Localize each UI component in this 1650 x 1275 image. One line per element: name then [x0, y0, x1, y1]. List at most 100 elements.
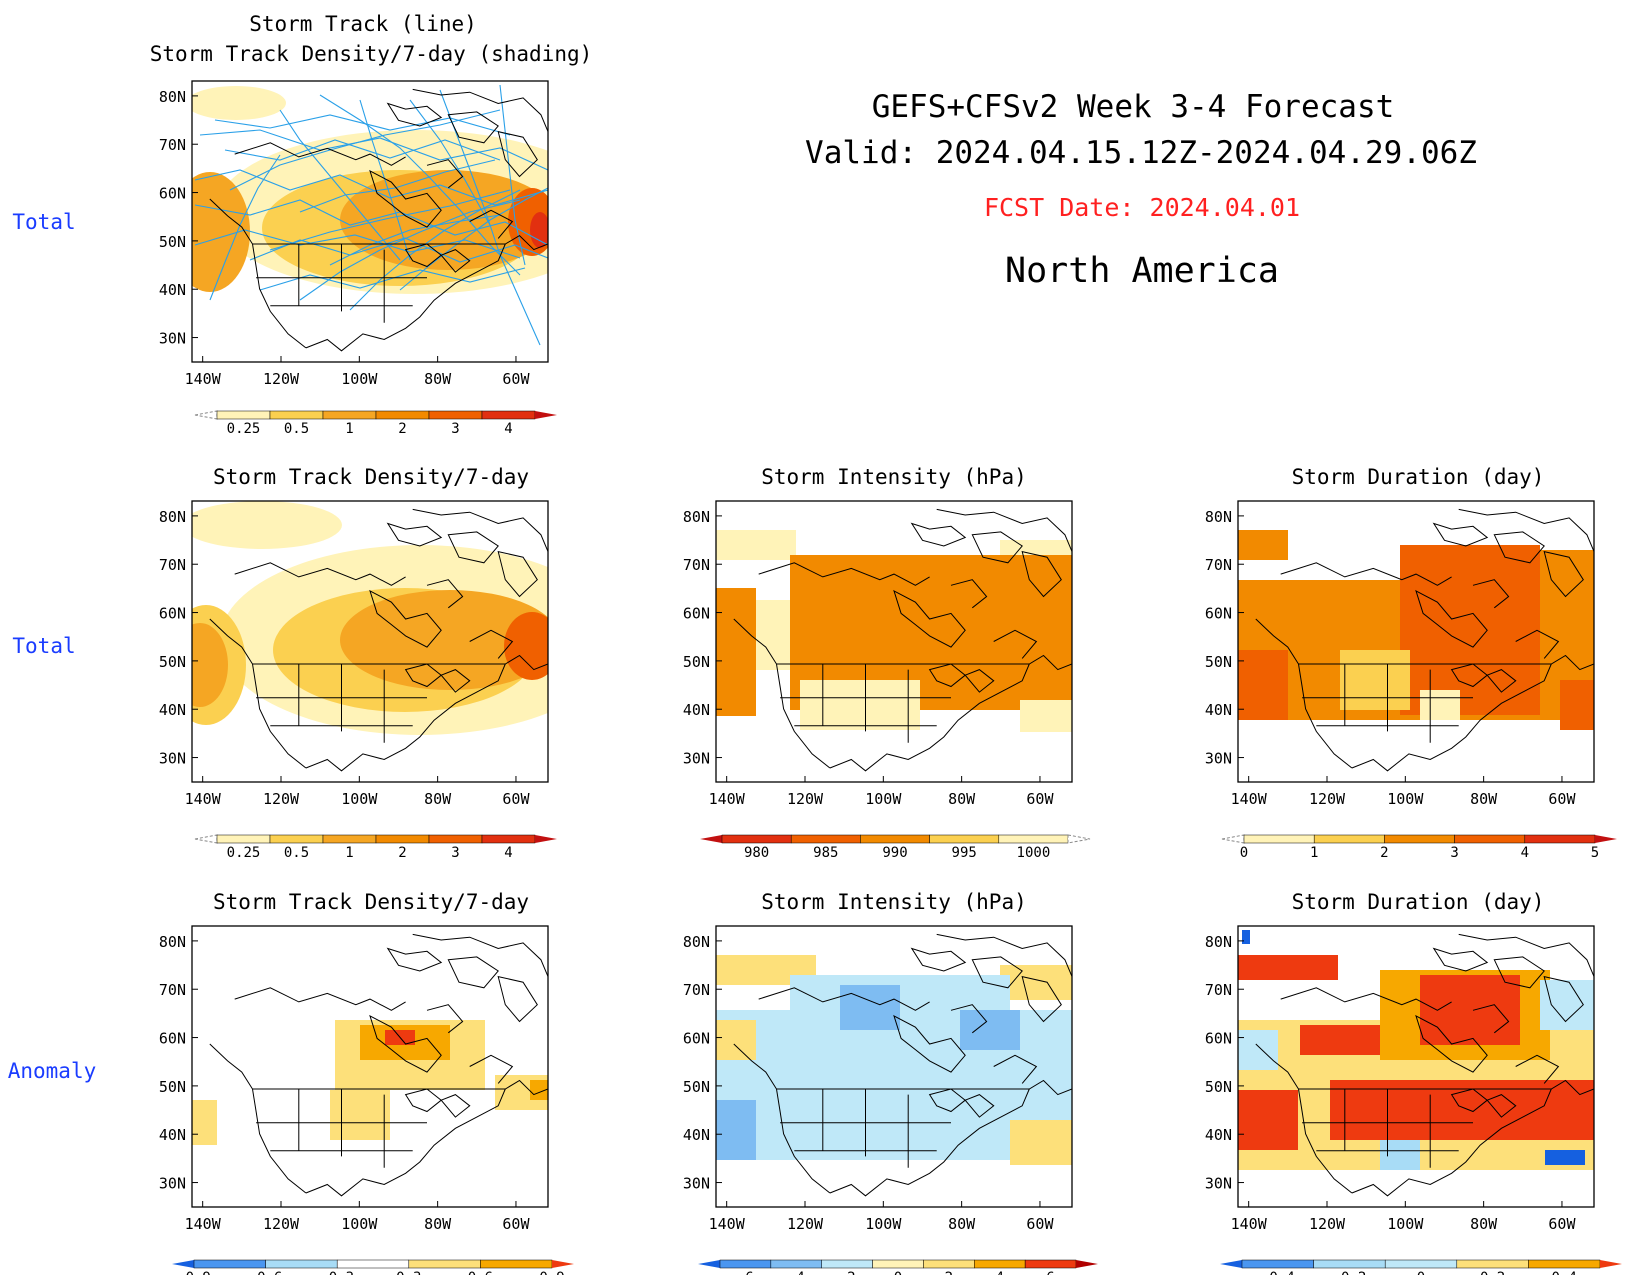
colorbar-label: 0: [1417, 1270, 1425, 1275]
colorbar-swatch: [1241, 1259, 1314, 1269]
lon-tick-label: 60W: [1026, 790, 1054, 808]
coastline-path: [497, 550, 538, 598]
coastline-path: [209, 198, 307, 349]
coastline-path: [234, 142, 406, 166]
header-region: North America: [1005, 251, 1279, 291]
colorbar-swatch: [821, 1259, 873, 1269]
lat-tick-label: 70N: [159, 136, 186, 154]
colorbar-label: 2: [945, 1270, 953, 1275]
coastline-path: [497, 975, 538, 1023]
colorbar-swatch: [1384, 834, 1455, 844]
lon-tick-label: 60W: [1548, 1215, 1576, 1233]
colorbar-swatch: [269, 834, 324, 844]
coastline-path: [256, 1089, 427, 1168]
coastline-path: [971, 956, 1023, 989]
map-frame: [191, 500, 549, 783]
coastline-path: [447, 111, 499, 144]
lon-tick-label: 140W: [1231, 1215, 1268, 1233]
lon-tick-label: 80W: [1470, 790, 1498, 808]
coastline-path: [1415, 589, 1488, 648]
coastline-path: [469, 1054, 514, 1084]
coastline-path: [964, 1094, 995, 1118]
lon-tick-label: 100W: [865, 1215, 902, 1233]
lon-tick-label: 120W: [787, 1215, 824, 1233]
storm-track-lines: [194, 84, 548, 346]
coastline-path: [369, 589, 442, 648]
lat-tick-label: 70N: [683, 556, 710, 574]
coastline-path: [1432, 522, 1489, 547]
coastline-path: [1486, 1094, 1517, 1118]
colorbar-swatch: [322, 410, 377, 420]
colorbar-label: 0.2: [1480, 1270, 1505, 1275]
lat-tick-label: 70N: [683, 981, 710, 999]
lat-tick-label: 40N: [159, 1126, 186, 1144]
coastline-path: [1458, 508, 1594, 552]
colorbar-label: 980: [744, 845, 769, 861]
shading-layer: [1238, 530, 1594, 730]
lat-tick-label: 30N: [683, 1175, 710, 1193]
coastline-path: [412, 88, 548, 132]
colorbar-swatch: [428, 834, 483, 844]
lon-tick-label: 120W: [1309, 1215, 1346, 1233]
colorbar-label: 3: [451, 845, 459, 861]
colorbar-swatch: [428, 410, 483, 420]
panel-intensity-anomaly: Storm Intensity (hPa) 140W 120W 100W 80W 60W…: [683, 890, 1098, 1275]
coastline-path: [305, 243, 506, 352]
colorbar-swatch: [1454, 834, 1526, 844]
coastline-path: [1415, 1014, 1488, 1073]
coastline-path: [1298, 654, 1594, 671]
coastline-path: [910, 522, 967, 547]
colorbar-label: 0.5: [284, 421, 309, 437]
coastline-path: [1472, 1004, 1510, 1034]
colorbar-swatch: [408, 1259, 481, 1269]
coastline-path: [780, 1089, 951, 1168]
lat-tick-label: 50N: [1205, 1078, 1232, 1096]
lat-tick-label: 80N: [159, 933, 186, 951]
coastline-path: [252, 1079, 548, 1096]
shading-layer: [192, 501, 548, 735]
colorbar-swatch: [1528, 1259, 1601, 1269]
lon-tick-label: 120W: [263, 790, 300, 808]
lon-tick-label: 140W: [1231, 790, 1268, 808]
coastline-path: [776, 1079, 1072, 1096]
lon-tick-label: 100W: [1387, 1215, 1424, 1233]
lat-tick-label: 30N: [1205, 1175, 1232, 1193]
lon-tick-label: 140W: [185, 370, 222, 388]
colorbar-swatch: [1524, 834, 1596, 844]
coastline-path: [386, 947, 443, 972]
lat-tick-label: 30N: [159, 330, 186, 348]
coastline-path: [910, 947, 967, 972]
lat-tick-label: 40N: [1205, 701, 1232, 719]
lon-tick-label: 100W: [1387, 790, 1424, 808]
lat-tick-label: 50N: [159, 233, 186, 251]
colorbar-low-end: [698, 1260, 720, 1268]
coastline-path: [256, 244, 427, 323]
coastline-path: [447, 956, 499, 989]
panel-density-total: Storm Track Density/7-day 140W 120W 100W 80…: [159, 465, 557, 861]
colorbar-swatch: [1024, 1259, 1077, 1269]
coastline-path: [758, 562, 930, 586]
map-frame: [715, 500, 1073, 783]
lon-tick-label: 100W: [865, 790, 902, 808]
lat-tick-label: 30N: [159, 1175, 186, 1193]
colorbar-swatch: [998, 834, 1069, 844]
colorbar-label: -4: [788, 1270, 805, 1275]
colorbar-low-end: [194, 834, 218, 844]
colorbar-label: 0: [894, 1270, 902, 1275]
row-label-anomaly: Anomaly: [8, 1059, 97, 1083]
coastline-path: [936, 508, 1072, 552]
colorbar-label: 0.5: [284, 845, 309, 861]
colorbar-swatch: [322, 834, 377, 844]
colorbar-low-end: [172, 1260, 194, 1268]
panel-duration-anomaly: Storm Duration (day) 140W 120W 100W 80W 60W 8…: [1205, 890, 1622, 1275]
colorbar-label: 5: [1591, 845, 1599, 861]
colorbar-swatch: [269, 410, 324, 420]
coastline-path: [426, 1004, 464, 1034]
coastline-path: [426, 159, 464, 189]
lon-tick-label: 60W: [1026, 1215, 1054, 1233]
coastline-path: [936, 933, 1072, 977]
shading-layer: [1238, 930, 1594, 1170]
colorbar-swatch: [1456, 1259, 1529, 1269]
lat-tick-label: 40N: [159, 701, 186, 719]
